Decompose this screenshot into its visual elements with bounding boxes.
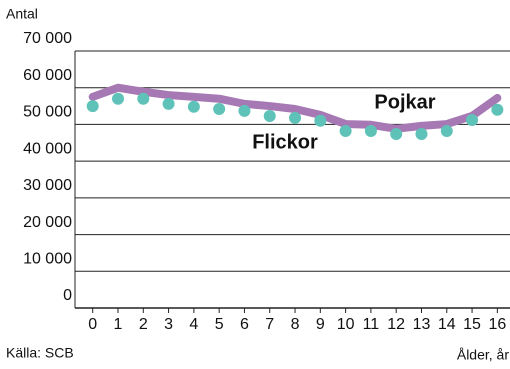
- x-tick-label: 2: [139, 316, 148, 333]
- y-tick-label: 60 000: [23, 67, 72, 84]
- x-tick-label: 4: [189, 316, 198, 333]
- y-axis-label: Antal: [6, 6, 38, 22]
- dot: [440, 125, 453, 138]
- dot: [137, 92, 150, 105]
- dot: [466, 114, 479, 127]
- dot: [390, 127, 403, 140]
- y-tick-label: 10 000: [23, 251, 72, 268]
- dot: [314, 114, 327, 127]
- x-tick-label: 3: [164, 316, 173, 333]
- dot: [86, 100, 99, 113]
- dot: [339, 125, 352, 138]
- x-tick-label: 15: [463, 316, 481, 333]
- x-tick-label: 6: [240, 316, 249, 333]
- x-tick-label: 8: [291, 316, 300, 333]
- x-tick-label: 11: [363, 316, 380, 333]
- dot: [289, 111, 302, 124]
- dot: [111, 92, 124, 105]
- x-tick-label: 10: [337, 316, 355, 333]
- dot: [213, 103, 226, 116]
- dot: [187, 100, 200, 113]
- dot: [238, 104, 251, 117]
- dot: [415, 127, 428, 140]
- line: [88, 83, 502, 133]
- y-tick-label: 40 000: [23, 140, 72, 157]
- x-tick-label: 7: [265, 316, 274, 333]
- x-tick-label: 14: [438, 316, 456, 333]
- dot: [263, 109, 276, 122]
- series-label: Pojkar: [374, 91, 435, 113]
- x-tick-label: 5: [215, 316, 224, 333]
- y-tick-label: 50 000: [23, 104, 72, 121]
- series-label: Flickor: [252, 131, 318, 153]
- dot: [491, 103, 504, 116]
- source: Källa: SCB: [6, 345, 74, 361]
- x-tick-label: 16: [488, 316, 506, 333]
- dot: [364, 125, 377, 138]
- x-tick-label: 12: [387, 316, 405, 333]
- x-tick-label: 0: [88, 316, 97, 333]
- x-axis-label: Ålder, år: [457, 347, 509, 363]
- x-tick-label: 9: [316, 316, 325, 333]
- dot: [162, 97, 175, 110]
- x-tick-label: 1: [114, 316, 123, 333]
- y-tick-label: 20 000: [23, 214, 72, 231]
- y-tick-label: 70 000: [23, 30, 72, 47]
- y-tick-label: 0: [63, 287, 72, 304]
- y-tick-label: 30 000: [23, 177, 72, 194]
- x-tick-label: 13: [413, 316, 431, 333]
